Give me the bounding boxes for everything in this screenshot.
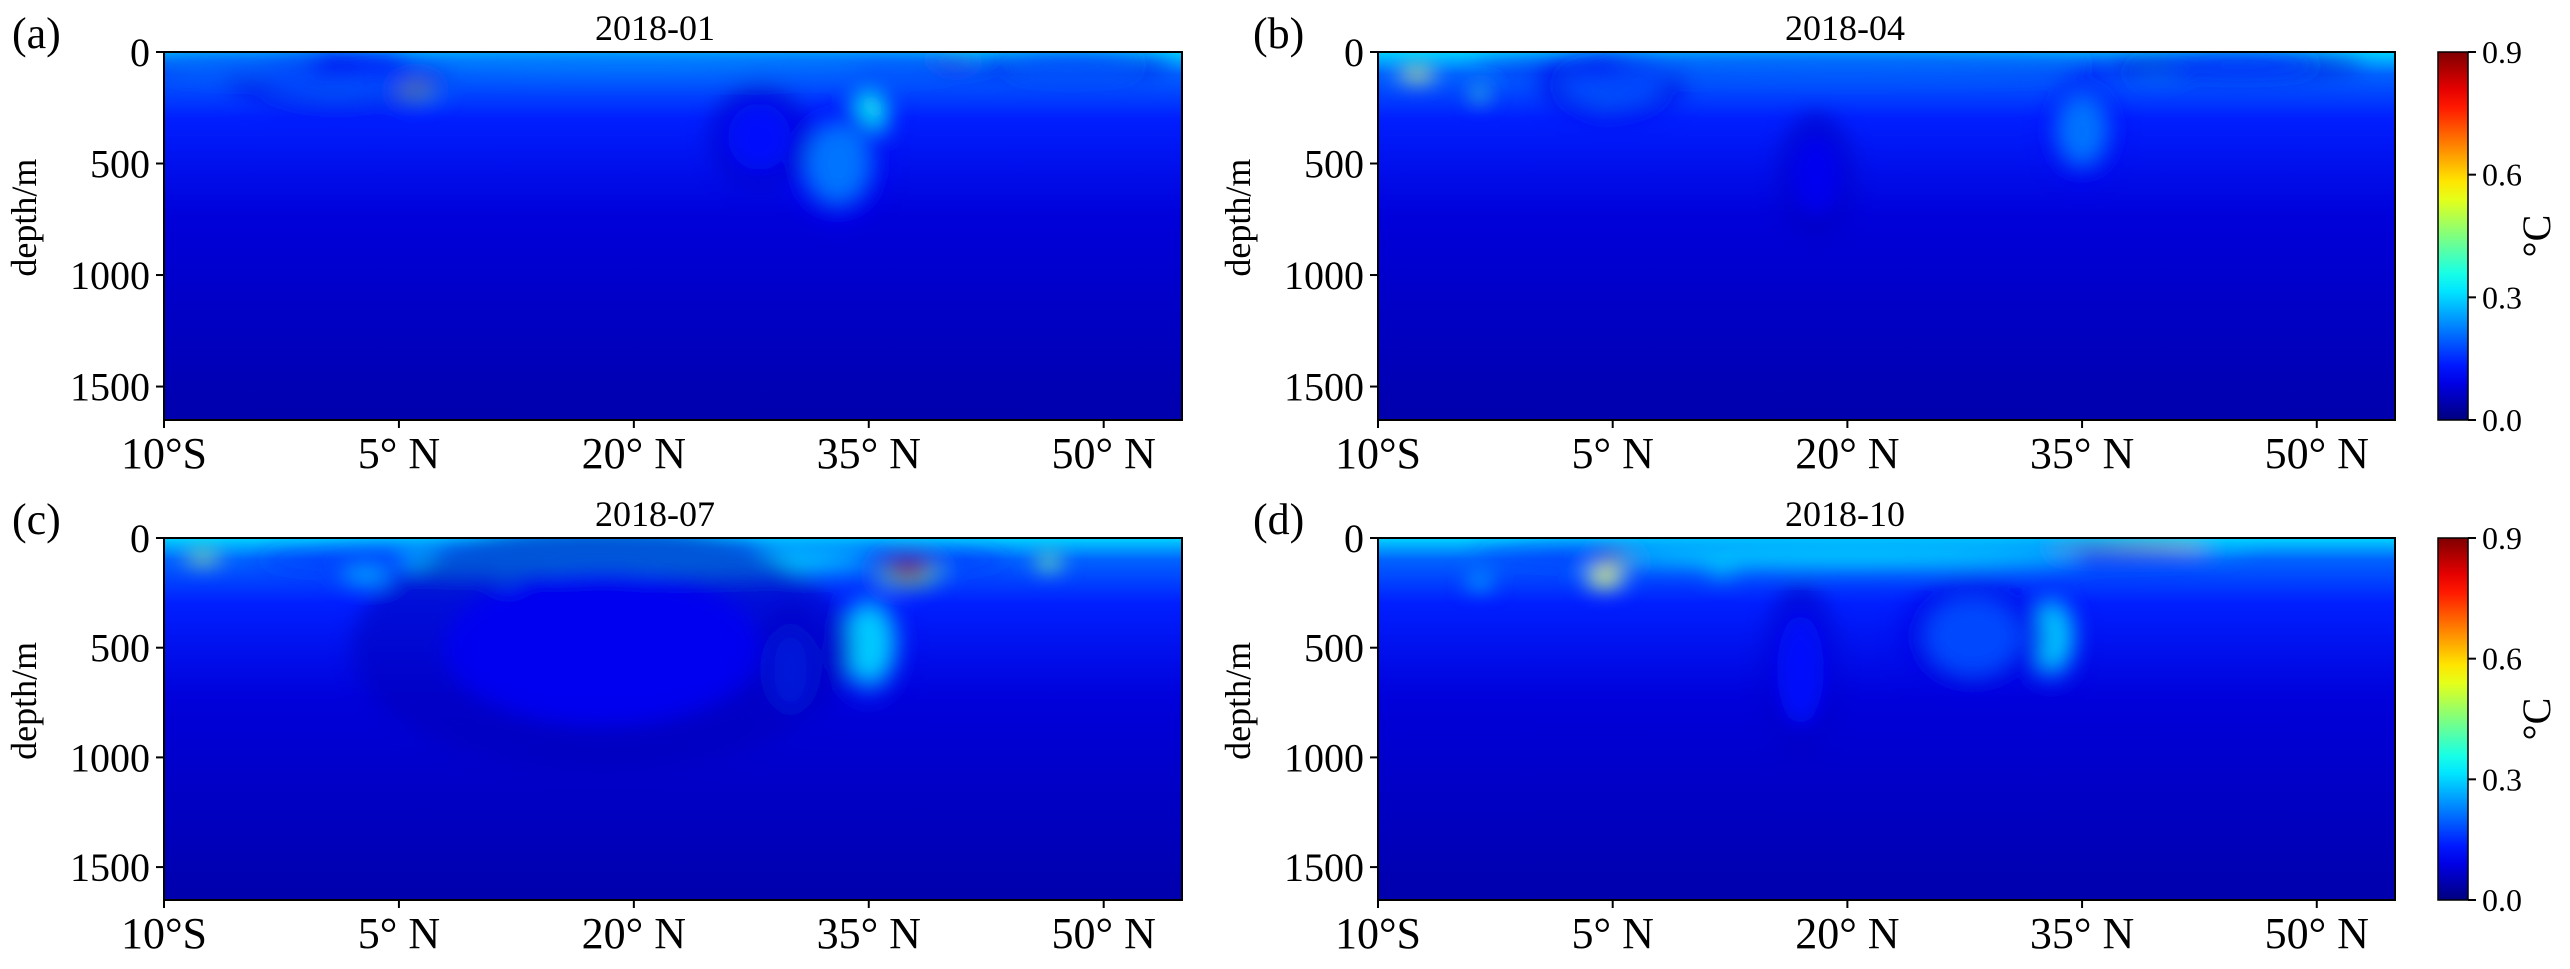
panel-letter: (a) <box>12 9 61 58</box>
xtick-label: 50° N <box>1052 909 1156 958</box>
ylabel: depth/m <box>1218 159 1258 277</box>
colorbar-tick-label: 0.6 <box>2482 157 2522 193</box>
heatmap-feature <box>1925 598 2020 676</box>
panel-2018-01: 0 500 1000 1500 10°S 5° N 20° N 35° N 50° N depth… <box>4 8 1183 478</box>
heatmap-feature <box>2160 56 2317 75</box>
ytick-label: 1500 <box>70 365 150 410</box>
xtick-label: 20° N <box>582 909 686 958</box>
xtick-label: 35° N <box>817 909 921 958</box>
heatmap-feature <box>1037 555 1061 569</box>
panel-2018-10: 0 500 1000 1500 10°S 5° N 20° N 35° N 50° N depth… <box>1218 494 2396 958</box>
ytick-label: 1500 <box>70 845 150 890</box>
xtick-label: 20° N <box>1795 429 1899 478</box>
ytick-label: 0 <box>1344 30 1364 75</box>
xtick-label: 20° N <box>1795 909 1899 958</box>
colorbar-tick-label: 0.0 <box>2482 882 2522 918</box>
ytick-label: 1000 <box>1284 735 1364 780</box>
heatmap-feature <box>1471 88 1488 100</box>
heatmap-background <box>1378 52 2395 420</box>
heatmap-feature <box>1612 544 2083 567</box>
xtick-label: 20° N <box>582 429 686 478</box>
heatmap-feature <box>445 570 760 725</box>
panel-2018-07: 0 500 1000 1500 10°S 5° N 20° N 35° N 50° N depth… <box>4 494 1183 958</box>
xtick-label: 35° N <box>2030 909 2134 958</box>
heatmap-feature <box>1401 68 1433 80</box>
heatmap-feature <box>1792 135 1840 214</box>
heatmap-feature <box>398 56 869 75</box>
xtick-label: 10°S <box>121 909 207 958</box>
ylabel: depth/m <box>4 159 44 277</box>
xtick-label: 5° N <box>358 429 440 478</box>
colorbar-tick-label: 0.9 <box>2482 34 2522 70</box>
panel-title: 2018-07 <box>595 494 715 534</box>
panel-2018-04: 0 500 1000 1500 10°S 5° N 20° N 35° N 50° N depth… <box>1218 8 2396 478</box>
ylabel: depth/m <box>4 642 44 760</box>
heatmap-feature <box>164 56 321 75</box>
colorbar-tick-label: 0.3 <box>2482 761 2522 797</box>
xtick-label: 5° N <box>1572 909 1654 958</box>
panel-letter: (b) <box>1253 9 1304 58</box>
heatmap-feature <box>1612 56 2083 75</box>
ylabel: depth/m <box>1218 642 1258 760</box>
ytick-label: 1000 <box>1284 253 1364 298</box>
colorbar-gradient <box>2437 537 2469 901</box>
colorbar-tick-label: 0.6 <box>2482 641 2522 677</box>
heatmap-background <box>164 52 1182 420</box>
panel-title: 2018-10 <box>1785 494 1905 534</box>
ytick-label: 0 <box>130 516 150 561</box>
ytick-label: 1000 <box>70 253 150 298</box>
heatmap-feature <box>1776 614 1824 725</box>
heatmap-feature <box>1589 568 1621 587</box>
heatmap-feature <box>2058 96 2106 164</box>
heatmap-feature <box>1009 56 1136 75</box>
colorbar-label: °C <box>2514 215 2559 258</box>
colorbar: 0.0 0.3 0.6 0.9 °C <box>2437 34 2559 438</box>
ytick-label: 500 <box>1304 142 1364 187</box>
colorbar-tick-label: 0.3 <box>2482 279 2522 315</box>
heatmap-feature <box>187 552 219 563</box>
ytick-label: 500 <box>90 142 150 187</box>
xtick-label: 10°S <box>1335 909 1421 958</box>
colorbar-label: °C <box>2514 698 2559 741</box>
heatmap-feature <box>845 604 893 682</box>
heatmap-feature <box>806 124 869 203</box>
heatmap-feature <box>727 103 791 171</box>
xtick-label: 50° N <box>2265 429 2369 478</box>
panel-letter: (c) <box>12 495 61 544</box>
heatmap-background <box>1378 538 2395 900</box>
xtick-label: 5° N <box>1572 429 1654 478</box>
xtick-label: 10°S <box>121 429 207 478</box>
panel-title: 2018-01 <box>595 8 715 48</box>
ytick-label: 500 <box>1304 626 1364 671</box>
ytick-label: 0 <box>1344 516 1364 561</box>
ytick-label: 1000 <box>70 735 150 780</box>
xtick-label: 35° N <box>817 429 921 478</box>
plot-frame <box>1377 537 2396 901</box>
panel-letter: (d) <box>1253 495 1304 544</box>
plot-frame <box>1377 51 2396 421</box>
colorbar-tick-label: 0.9 <box>2482 520 2522 556</box>
xtick-label: 10°S <box>1335 429 1421 478</box>
ytick-label: 500 <box>90 626 150 671</box>
xtick-label: 50° N <box>1052 429 1156 478</box>
ytick-label: 0 <box>130 30 150 75</box>
panel-title: 2018-04 <box>1785 8 1905 48</box>
xtick-label: 5° N <box>358 909 440 958</box>
plot-frame <box>163 537 1183 901</box>
ytick-label: 1500 <box>1284 365 1364 410</box>
colorbar-tick-label: 0.0 <box>2482 402 2522 438</box>
colorbar: 0.0 0.3 0.6 0.9 °C <box>2437 520 2559 918</box>
xtick-label: 50° N <box>2265 909 2369 958</box>
heatmap-feature <box>1467 576 1492 588</box>
xtick-label: 35° N <box>2030 429 2134 478</box>
colorbar-gradient <box>2437 51 2469 421</box>
ytick-label: 1500 <box>1284 845 1364 890</box>
plot-frame <box>163 51 1183 421</box>
